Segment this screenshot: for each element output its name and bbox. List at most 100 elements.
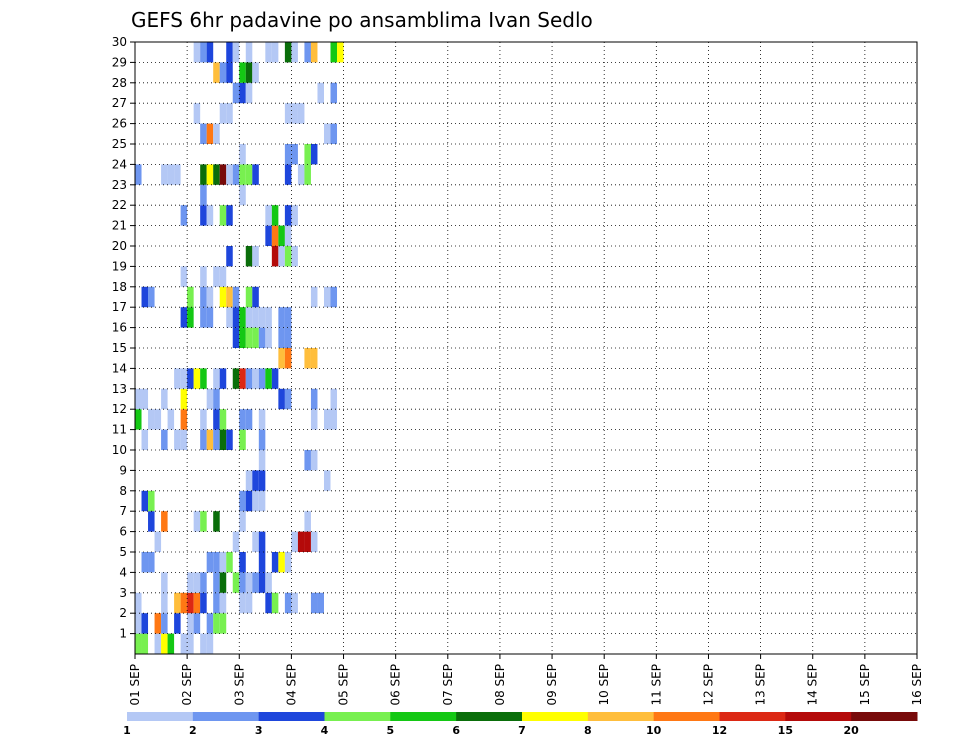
heatmap-cell: [161, 592, 168, 614]
heatmap-cell: [180, 368, 188, 389]
heatmap-cell: [206, 286, 214, 308]
heatmap-cell: [258, 450, 266, 471]
heatmap-cell: [200, 42, 207, 63]
heatmap-cell: [180, 592, 188, 614]
heatmap-cell: [284, 103, 292, 124]
y-tick-label: 16: [112, 321, 127, 335]
heatmap-cell: [278, 327, 285, 348]
heatmap-cell: [232, 42, 240, 63]
heatmap-cell: [258, 368, 266, 389]
heatmap-cell: [330, 388, 338, 410]
heatmap-cell: [232, 164, 240, 185]
heatmap-cell: [323, 123, 331, 144]
heatmap-cell: [291, 246, 298, 267]
y-tick-label: 7: [119, 504, 127, 518]
heatmap-cell: [291, 103, 298, 124]
heatmap-cell: [161, 511, 168, 532]
y-tick-label: 27: [112, 96, 127, 110]
heatmap-cell: [271, 246, 279, 267]
heatmap-cell: [271, 205, 279, 226]
y-tick-label: 20: [112, 239, 127, 253]
heatmap-cell: [291, 42, 298, 63]
heatmap-cell: [135, 633, 142, 654]
heatmap-cell: [265, 225, 272, 246]
heatmap-cell: [239, 409, 246, 430]
heatmap-cell: [180, 266, 188, 287]
heatmap-cell: [213, 123, 220, 144]
legend-swatch: [127, 712, 194, 721]
heatmap-cell: [258, 531, 266, 552]
heatmap-cell: [323, 286, 331, 308]
heatmap-cell: [278, 225, 285, 246]
heatmap-cell: [271, 42, 279, 63]
heatmap-cell: [206, 205, 214, 226]
heatmap-cell: [232, 82, 240, 104]
x-tick-label: 06 SEP: [389, 664, 403, 706]
legend-swatch: [456, 712, 523, 721]
heatmap-cell: [206, 388, 214, 410]
heatmap-cell: [310, 144, 318, 165]
x-tick-label: 08 SEP: [493, 664, 507, 706]
heatmap-cell: [193, 511, 201, 532]
heatmap-cell: [200, 286, 207, 308]
heatmap-cell: [284, 327, 292, 348]
heatmap-cell: [304, 450, 311, 471]
heatmap-cell: [167, 164, 175, 185]
heatmap-cell: [278, 307, 285, 328]
legend-swatch: [192, 712, 260, 721]
heatmap-cell: [271, 368, 279, 389]
heatmap-cell: [252, 572, 259, 593]
heatmap-cell: [219, 409, 227, 430]
heatmap-cell: [213, 409, 220, 430]
heatmap-cell: [330, 286, 338, 308]
heatmap-cell: [239, 572, 246, 593]
y-tick-label: 3: [119, 586, 127, 600]
heatmap-cell: [265, 327, 272, 348]
heatmap-cell: [213, 552, 220, 573]
heatmap-cell: [265, 368, 272, 389]
heatmap-cell: [174, 613, 181, 634]
heatmap-cell: [219, 552, 227, 573]
heatmap-cell: [245, 82, 253, 104]
heatmap-cell: [213, 511, 220, 532]
heatmap-cell: [187, 572, 194, 593]
y-tick-label: 4: [119, 565, 127, 579]
heatmap-cell: [317, 82, 324, 104]
heatmap-cell: [284, 144, 292, 165]
heatmap-cell: [174, 429, 181, 450]
heatmap-cell: [284, 552, 292, 573]
heatmap-cell: [161, 633, 168, 654]
heatmap-cell: [239, 144, 246, 165]
heatmap-cell: [304, 511, 311, 532]
heatmap-cell: [154, 531, 162, 552]
y-tick-label: 22: [112, 198, 127, 212]
heatmap-cell: [206, 307, 214, 328]
legend: 1 2 3 4 5 6 7 8 10 12 15 20: [123, 712, 918, 737]
heatmap-cell: [193, 368, 201, 389]
x-tick-label: 03 SEP: [232, 664, 246, 706]
heatmap-cell: [200, 205, 207, 226]
heatmap-cell: [200, 184, 207, 206]
heatmap-cell: [252, 327, 259, 348]
heatmap-cell: [167, 633, 175, 654]
heatmap-cell: [258, 307, 266, 328]
heatmap-cells: [135, 42, 344, 654]
heatmap-cell: [154, 409, 162, 430]
heatmap-cell: [213, 388, 220, 410]
heatmap-cell: [252, 490, 259, 512]
heatmap-cell: [245, 490, 253, 512]
x-tick-label: 05 SEP: [337, 664, 351, 706]
x-tick-label: 02 SEP: [180, 664, 194, 706]
heatmap-cell: [239, 592, 246, 614]
heatmap-cell: [310, 531, 318, 552]
y-tick-label: 9: [119, 463, 127, 477]
heatmap-cell: [226, 286, 233, 308]
legend-label: 5: [387, 724, 395, 737]
heatmap-cell: [239, 164, 246, 185]
x-tick-label: 12 SEP: [701, 664, 715, 706]
heatmap-cell: [187, 307, 194, 328]
heatmap-cell: [213, 62, 220, 83]
heatmap-cell: [161, 388, 168, 410]
heatmap-cell: [258, 552, 266, 573]
